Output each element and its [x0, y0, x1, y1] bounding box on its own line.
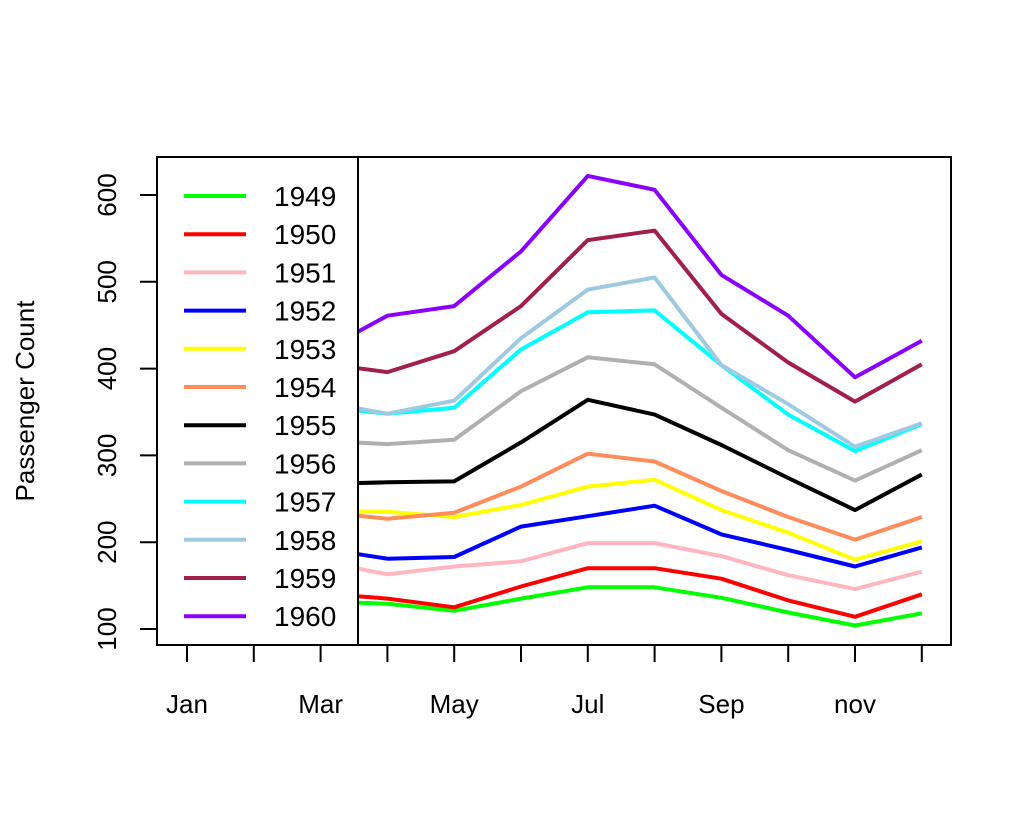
- y-axis: 100 200 300 400 500 600: [92, 173, 157, 651]
- y-tick-label-600: 600: [92, 173, 122, 216]
- legend-label-1957: 1957: [274, 487, 336, 518]
- y-tick-label-400: 400: [92, 347, 122, 390]
- legend-label-1953: 1953: [274, 334, 336, 365]
- legend-label-1956: 1956: [274, 448, 336, 479]
- x-tick-label-Jul: Jul: [571, 689, 604, 719]
- x-tick-label-May: May: [430, 689, 479, 719]
- y-tick-label-300: 300: [92, 434, 122, 477]
- plot-frame: [156, 156, 952, 646]
- legend-label-1952: 1952: [274, 296, 336, 327]
- x-tick-label-Jan: Jan: [166, 689, 208, 719]
- y-tick-label-200: 200: [92, 521, 122, 564]
- legend-label-1954: 1954: [274, 372, 336, 403]
- x-tick-label-Sep: Sep: [698, 689, 744, 719]
- legend-label-1960: 1960: [274, 601, 336, 632]
- legend-label-1949: 1949: [274, 181, 336, 212]
- y-tick-label-500: 500: [92, 260, 122, 303]
- legend-label-1958: 1958: [274, 525, 336, 556]
- legend-label-1950: 1950: [274, 219, 336, 250]
- y-tick-label-100: 100: [92, 607, 122, 650]
- y-axis-title: Passenger Count: [10, 300, 40, 502]
- legend: 1949 1950 1951 1952 1953 1954 1955 1956 1957 1958…: [156, 156, 359, 646]
- x-tick-label-Mar: Mar: [298, 689, 343, 719]
- legend-label-1951: 1951: [274, 257, 336, 288]
- x-axis: Jan Mar May Jul Sep nov: [166, 645, 923, 719]
- x-tick-label-nov: nov: [834, 689, 876, 719]
- legend-label-1955: 1955: [274, 410, 336, 441]
- legend-label-1959: 1959: [274, 563, 336, 594]
